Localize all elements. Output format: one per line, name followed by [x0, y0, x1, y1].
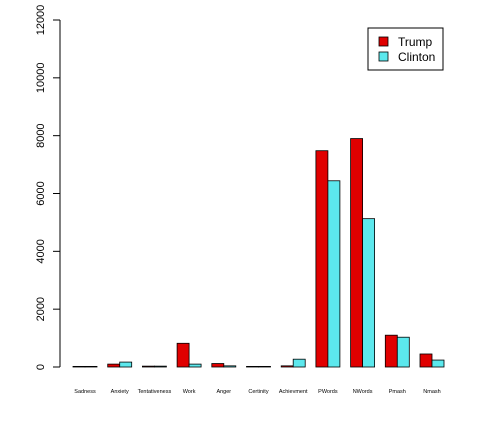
y-tick-label-12000: 12000: [35, 5, 47, 36]
legend-swatch-clinton: [378, 51, 389, 62]
bar-trump-work: [176, 342, 190, 368]
x-axis-labels: Sadness Anxiety Tentativeness Work Anger Cert…: [74, 389, 440, 395]
x-tick-label-achievment: Achievment: [279, 389, 308, 395]
x-tick-label-anger: Anger: [216, 389, 231, 395]
x-tick-label-pwords: PWords: [318, 389, 338, 395]
y-tick-label-2000: 2000: [35, 297, 47, 321]
bar-trump-nwords: [350, 138, 364, 368]
y-axis: 0 2000 4000 6000 8000 10000 12000: [35, 5, 61, 370]
bar-trump-anxiety: [107, 363, 121, 368]
legend-swatch-trump: [378, 36, 389, 47]
bar-clinton-achievment: [292, 358, 306, 368]
bar-clinton-pwords: [327, 180, 341, 368]
legend-label-clinton: Clinton: [398, 50, 435, 64]
y-tick-label-8000: 8000: [35, 123, 47, 147]
y-tick-label-6000: 6000: [35, 181, 47, 205]
x-tick-label-nmash: Nmash: [423, 389, 440, 395]
bars-group: [72, 138, 445, 368]
x-tick-label-tentativeness: Tentativeness: [138, 389, 172, 395]
x-tick-label-nwords: NWords: [353, 389, 373, 395]
bar-clinton-tentativeness: [153, 365, 167, 368]
bar-trump-nmash: [419, 353, 433, 368]
y-tick-label-4000: 4000: [35, 239, 47, 263]
bar-clinton-nwords: [362, 218, 376, 368]
x-tick-label-pmash: Pmash: [389, 389, 406, 395]
bar-clinton-pmash: [396, 336, 410, 368]
y-tick-label-0: 0: [35, 364, 47, 370]
bar-trump-certinity: [246, 365, 259, 368]
legend-box: [367, 27, 444, 71]
bar-trump-anger: [211, 363, 225, 368]
bar-trump-achievment: [280, 365, 294, 368]
x-tick-label-sadness: Sadness: [74, 389, 96, 395]
bar-clinton-certinity: [258, 365, 271, 368]
x-tick-label-work: Work: [183, 389, 196, 395]
x-tick-label-certinity: Certinity: [248, 389, 268, 395]
bar-clinton-anxiety: [119, 361, 133, 368]
bar-trump-pmash: [384, 334, 398, 368]
bar-clinton-sadness: [84, 365, 98, 368]
bar-trump-tentativeness: [141, 365, 155, 368]
x-tick-label-anxiety: Anxiety: [111, 389, 129, 395]
bar-trump-sadness: [72, 365, 86, 368]
legend-label-trump: Trump: [398, 35, 433, 49]
bar-clinton-nmash: [431, 359, 445, 368]
bar-clinton-anger: [223, 365, 237, 368]
bar-trump-pwords: [315, 150, 329, 368]
bar-clinton-work: [188, 363, 202, 368]
y-tick-label-10000: 10000: [35, 63, 47, 94]
